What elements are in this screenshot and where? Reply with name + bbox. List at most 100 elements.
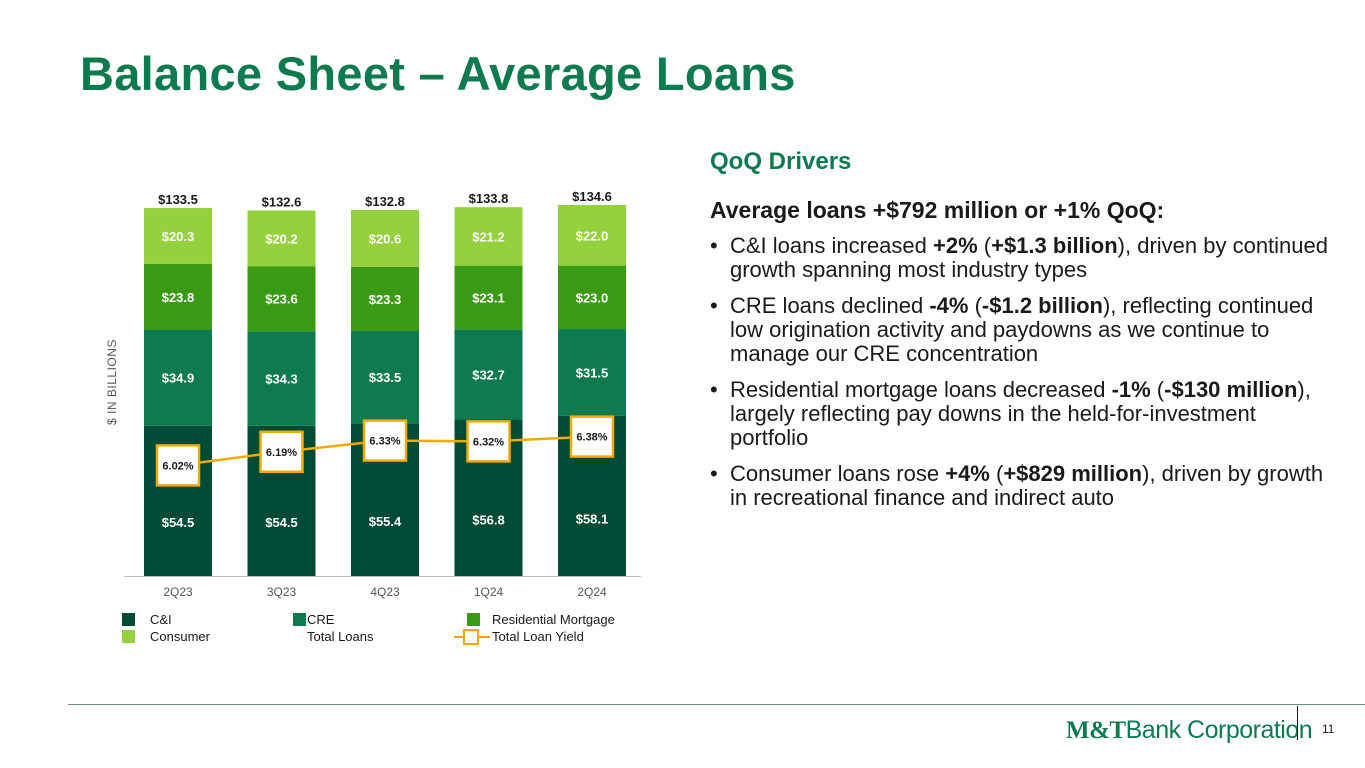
bar-segment-consumer — [558, 205, 626, 266]
bullet-emphasis: +4% — [945, 461, 990, 486]
value-label-ci: $55.4 — [369, 514, 402, 529]
footer-divider — [68, 704, 1365, 705]
bullet-text: ), largely reflecting pay downs in the h… — [730, 377, 1311, 450]
yield-marker — [362, 419, 408, 462]
bullet-emphasis: -$130 million — [1164, 377, 1298, 402]
bullet-emphasis: -1% — [1111, 377, 1151, 402]
value-label-ci: $58.1 — [576, 511, 609, 526]
value-label-ci: $54.5 — [162, 515, 195, 530]
bullet-dot: • — [710, 461, 718, 486]
x-tick-label: 2Q24 — [577, 585, 607, 599]
value-label-residential-mortgage: $23.3 — [369, 292, 402, 307]
driver-bullet-ci: • C&I loans increased +2% (+$1.3 billion)… — [710, 234, 1330, 282]
value-label-cre: $32.7 — [472, 367, 505, 382]
yield-label: 6.02% — [162, 460, 193, 472]
bar-segment-cre — [454, 329, 523, 420]
total-label: $134.6 — [572, 189, 612, 204]
yield-label: 6.19% — [266, 447, 297, 459]
bullet-emphasis: +$1.3 billion — [991, 233, 1118, 258]
bullet-text: C&I loans increased — [730, 233, 933, 258]
total-label: $132.8 — [365, 194, 405, 209]
bar-segment-consumer — [144, 208, 212, 264]
legend-label-total-loans: Total Loans — [307, 629, 374, 644]
legend-label-ci: C&I — [150, 612, 172, 627]
bullet-emphasis: -4% — [929, 293, 969, 318]
value-label-cre: $34.9 — [162, 371, 195, 386]
drivers-bullet-list: • C&I loans increased +2% (+$1.3 billion)… — [710, 234, 1330, 510]
bullet-text: Consumer loans rose — [730, 461, 946, 486]
value-label-consumer: $22.0 — [576, 228, 609, 243]
mt-bank-logo: M&TBank Corporation — [1066, 716, 1313, 745]
legend-label-residential-mortgage: Residential Mortgage — [492, 612, 615, 627]
bullet-emphasis: -$1.2 billion — [981, 293, 1103, 318]
bar-segment-cre — [351, 330, 419, 424]
legend-swatch-ci — [122, 613, 135, 626]
x-tick-label: 1Q24 — [474, 585, 504, 599]
total-label: $133.5 — [158, 192, 198, 207]
y-axis-label: $ IN BILLIONS — [105, 339, 119, 425]
bar-segment-residential-mortgage — [351, 266, 419, 331]
legend-label-total-loan-yield: Total Loan Yield — [492, 629, 584, 644]
bar-segment-consumer — [247, 210, 316, 267]
value-label-cre: $34.3 — [265, 372, 298, 387]
value-label-cre: $33.5 — [369, 370, 402, 385]
yield-label: 6.38% — [576, 432, 607, 444]
legend-label-cre: CRE — [307, 612, 335, 627]
value-label-cre: $31.5 — [576, 365, 609, 380]
x-tick-label: 4Q23 — [370, 585, 400, 599]
logo-wordmark: Bank Corporation — [1125, 716, 1313, 744]
bullet-text: ( — [989, 461, 1004, 486]
bullet-text: ( — [968, 293, 982, 318]
x-tick-label: 3Q23 — [267, 585, 297, 599]
value-label-residential-mortgage: $23.0 — [576, 290, 609, 305]
average-loans-chart: $ IN BILLIONS $54.5 $34.9 $23.8 $20.3 $133.5 2… — [105, 189, 641, 599]
value-label-ci: $56.8 — [472, 513, 505, 528]
bullet-text: CRE loans declined — [730, 293, 930, 318]
x-tick-label: 2Q23 — [163, 585, 193, 599]
bar-segment-residential-mortgage — [558, 265, 626, 330]
value-label-consumer: $20.3 — [162, 229, 195, 244]
yield-marker — [259, 430, 304, 474]
bar-segment-cre — [247, 331, 316, 426]
total-label: $132.6 — [262, 195, 302, 210]
bullet-text: ), reflecting continued low origination … — [730, 293, 1314, 366]
value-label-consumer: $21.2 — [472, 229, 505, 244]
bar-segment-cre — [144, 329, 212, 426]
bar-segment-consumer — [454, 207, 523, 266]
chart-legend: C&I CRE Residential Mortgage Consumer To… — [122, 612, 642, 648]
bullet-dot: • — [710, 293, 718, 318]
value-label-consumer: $20.2 — [265, 231, 298, 246]
driver-bullet-cre: • CRE loans declined -4% (-$1.2 billion),… — [710, 294, 1330, 366]
yield-marker — [569, 415, 615, 458]
total-label: $133.8 — [469, 191, 509, 206]
legend-swatch-consumer — [122, 630, 135, 643]
legend-yield-marker — [454, 629, 490, 645]
bullet-text: ( — [1150, 377, 1165, 402]
legend-swatch-cre — [293, 613, 306, 626]
bullet-text: ), driven by growth in recreational fina… — [730, 461, 1324, 510]
value-label-ci: $54.5 — [265, 515, 298, 530]
yield-label: 6.32% — [473, 436, 504, 448]
bullet-dot: • — [710, 233, 718, 258]
bar-segment-cre — [558, 329, 626, 416]
drivers-title: QoQ Drivers — [710, 148, 852, 175]
driver-bullet-residential: • Residential mortgage loans decreased -1… — [710, 378, 1330, 450]
logo-mark: M&T — [1066, 717, 1126, 744]
drivers-heading: Average loans +$792 million or +1% QoQ: — [710, 197, 1165, 223]
bullet-text: ( — [977, 233, 992, 258]
logo-divider — [1297, 706, 1298, 740]
legend-swatch-residential-mortgage — [467, 613, 480, 626]
yield-marker — [466, 420, 511, 463]
bullet-emphasis: +2% — [933, 233, 978, 258]
yield-marker — [155, 444, 201, 487]
bar-segment-residential-mortgage — [144, 263, 212, 330]
qoq-drivers-panel: QoQ Drivers Average loans +$792 million … — [710, 148, 1330, 522]
yield-label: 6.33% — [369, 436, 400, 448]
page-title: Balance Sheet – Average Loans — [80, 47, 796, 100]
bullet-emphasis: +$829 million — [1003, 461, 1143, 486]
bullet-dot: • — [710, 377, 718, 402]
bullet-text: ), driven by continued growth spanning m… — [730, 233, 1328, 282]
driver-bullet-consumer: • Consumer loans rose +4% (+$829 million)… — [710, 462, 1330, 510]
bar-segment-consumer — [351, 209, 419, 267]
value-label-consumer: $20.6 — [369, 231, 402, 246]
